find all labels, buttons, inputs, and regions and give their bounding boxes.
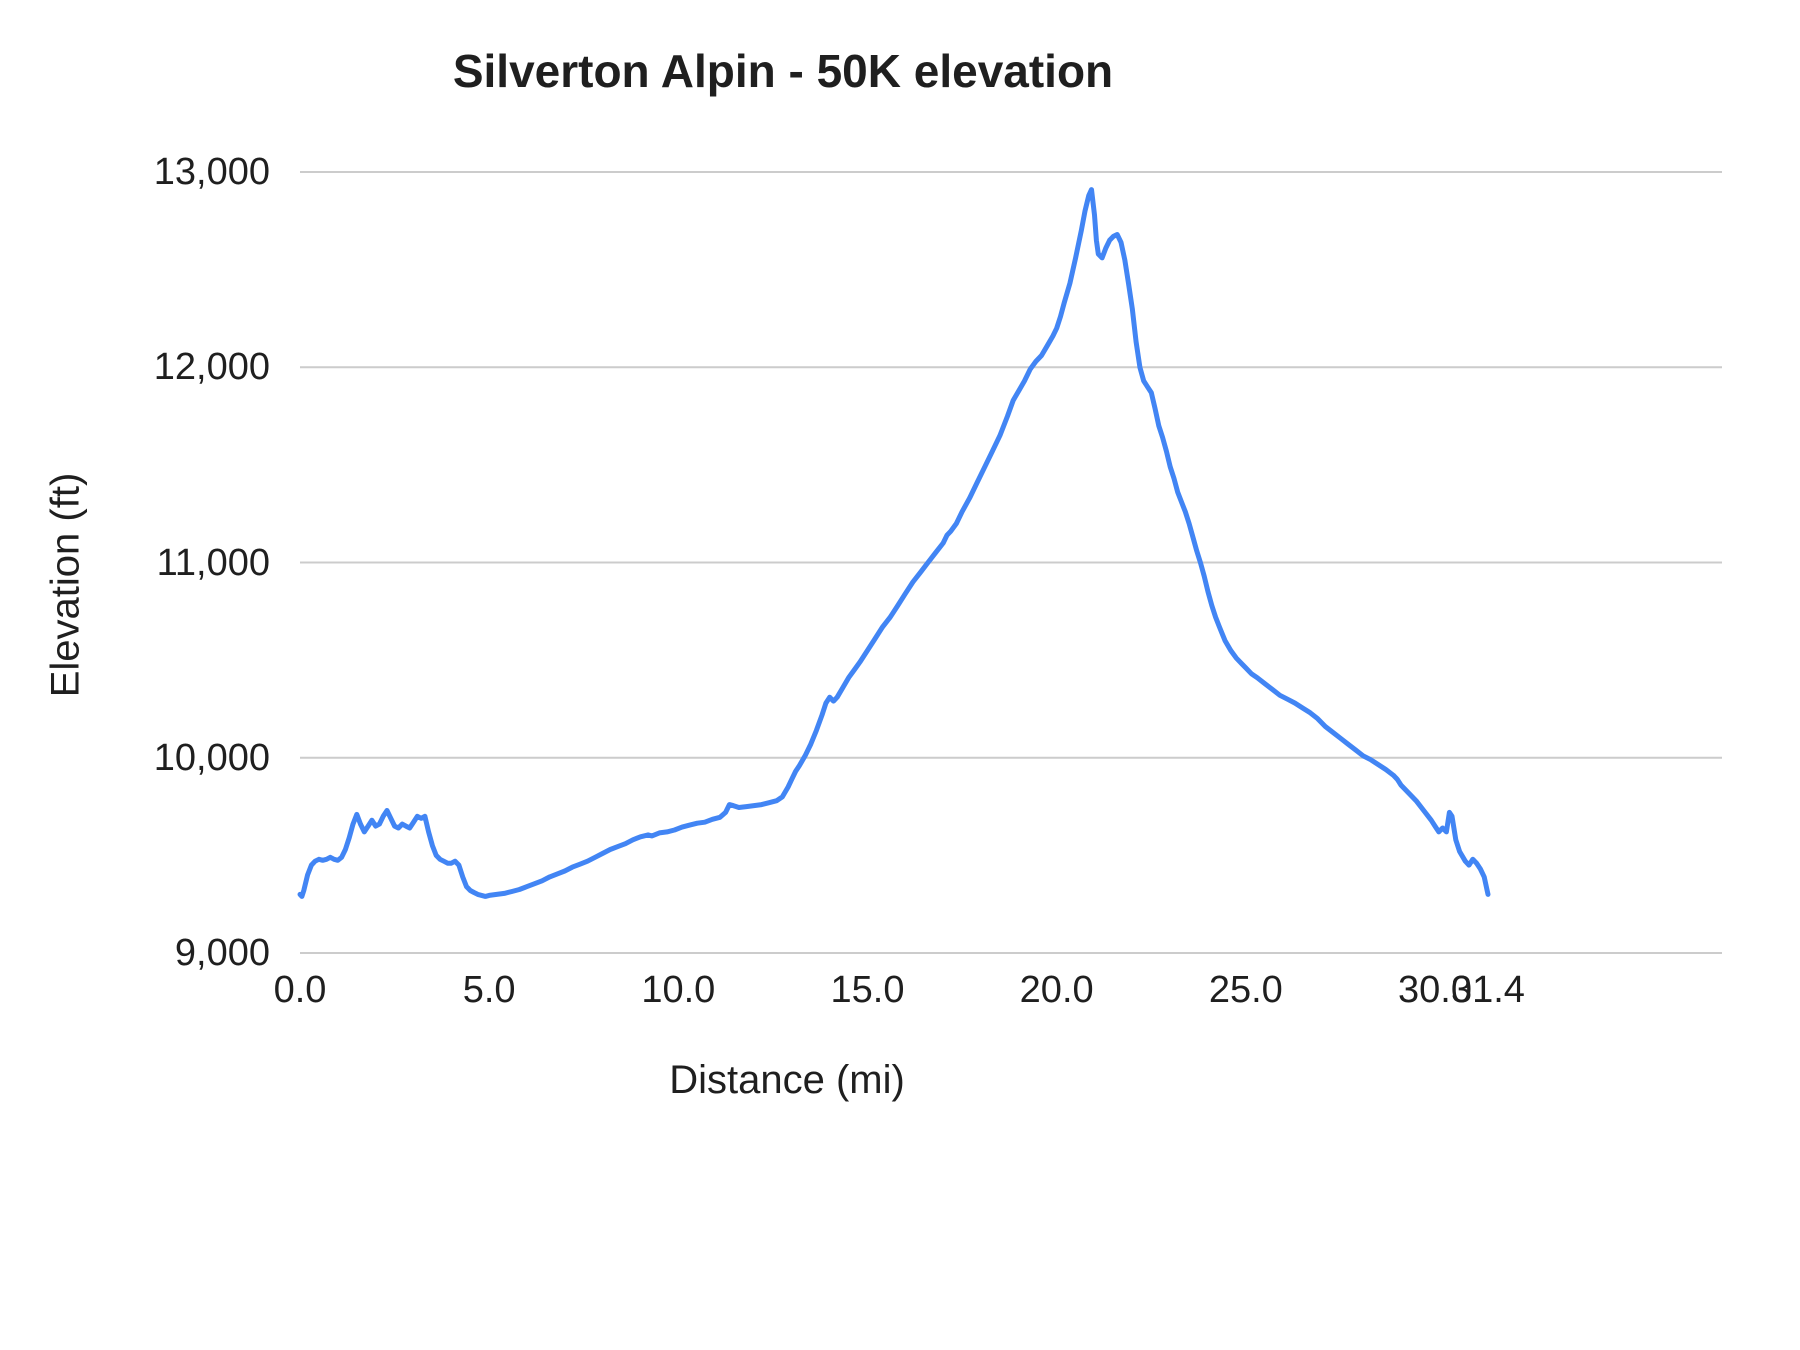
x-tick-label-15: 15.0 bbox=[830, 969, 905, 1011]
elevation-series-line bbox=[297, 187, 1491, 899]
y-tick-label-12000: 12,000 bbox=[153, 346, 270, 389]
chart-title: Silverton Alpin - 50K elevation bbox=[452, 45, 1114, 97]
y-tick-label-13000: 13,000 bbox=[153, 151, 270, 193]
x-tick-label-20: 20.0 bbox=[1019, 969, 1094, 1011]
x-axis-title: Distance (mi) bbox=[669, 1058, 905, 1102]
y-tick-label-10000: 10,000 bbox=[153, 736, 270, 779]
y-tick-label-9000: 9,000 bbox=[174, 932, 270, 974]
x-tick-label-5: 5.0 bbox=[462, 969, 516, 1011]
gridlines bbox=[300, 171, 1722, 954]
x-tick-label-0: 0.0 bbox=[273, 969, 327, 1011]
x-tick-label-30: 30.0 bbox=[1398, 969, 1472, 1011]
x-tick-label-10: 10.0 bbox=[641, 969, 716, 1011]
y-tick-label-11000: 11,000 bbox=[156, 541, 270, 584]
x-tick-label-25: 25.0 bbox=[1208, 969, 1283, 1011]
x-tick-label-31.4: 31.4 bbox=[1450, 969, 1525, 1011]
